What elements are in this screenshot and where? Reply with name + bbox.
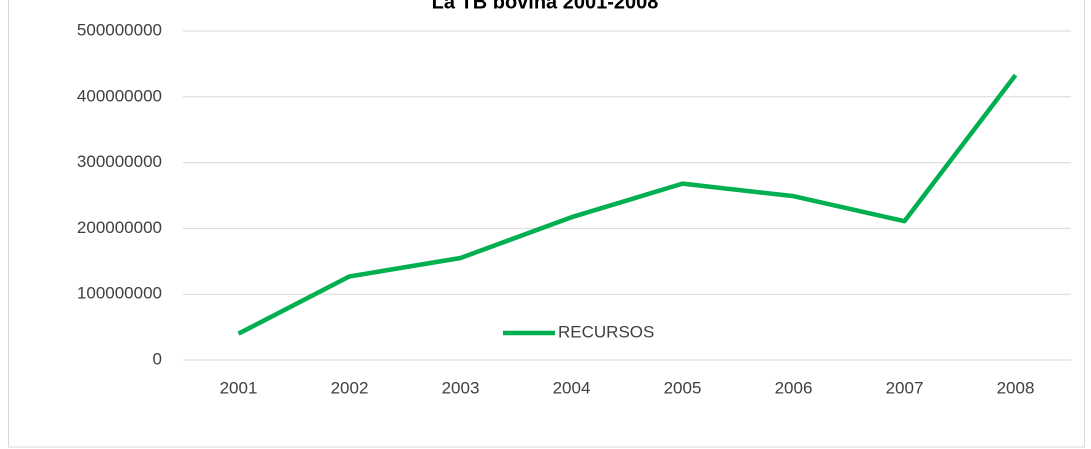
x-tick-label: 2004 (553, 378, 591, 397)
y-tick-label: 400000000 (77, 86, 162, 105)
chart-title: La TB bovina 2001-2008 (432, 0, 659, 13)
x-tick-label: 2001 (220, 378, 258, 397)
y-tick-label: 300000000 (77, 152, 162, 171)
x-tick-label: 2003 (442, 378, 480, 397)
x-tick-label: 2005 (664, 378, 702, 397)
y-tick-label: 500000000 (77, 20, 162, 39)
x-tick-label: 2002 (331, 378, 369, 397)
x-tick-label: 2006 (775, 378, 813, 397)
y-tick-label: 200000000 (77, 218, 162, 237)
legend-label: RECURSOS (558, 322, 654, 341)
chart-frame (8, 0, 1085, 448)
x-tick-label: 2008 (997, 378, 1035, 397)
y-tick-label: 0 (153, 349, 162, 368)
data-line (237, 73, 1018, 336)
y-tick-label: 100000000 (77, 284, 162, 303)
x-tick-label: 2007 (886, 378, 924, 397)
